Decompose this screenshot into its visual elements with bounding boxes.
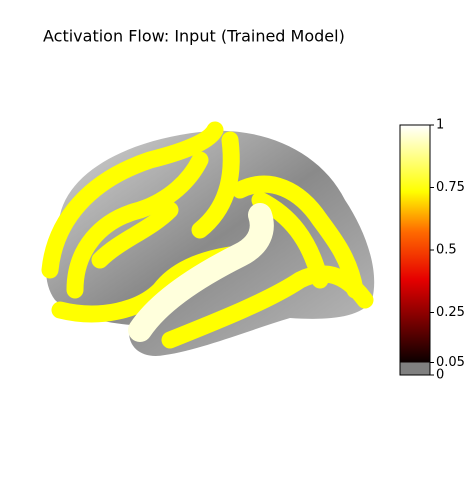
chart-title: Activation Flow: Input (Trained Model) [43, 27, 345, 46]
colorbar-tick-label: 0.05 [436, 355, 465, 370]
colorbar-below [400, 362, 430, 375]
colorbar-tick-label: 0 [436, 368, 444, 383]
colorbar-tick-label: 0.5 [436, 243, 457, 258]
brain-surface [41, 121, 375, 356]
colorbar [400, 125, 430, 363]
colorbar-tick-label: 0.75 [436, 180, 465, 195]
colorbar-tick-label: 1 [436, 118, 444, 133]
colorbar-tick-label: 0.25 [436, 305, 465, 320]
